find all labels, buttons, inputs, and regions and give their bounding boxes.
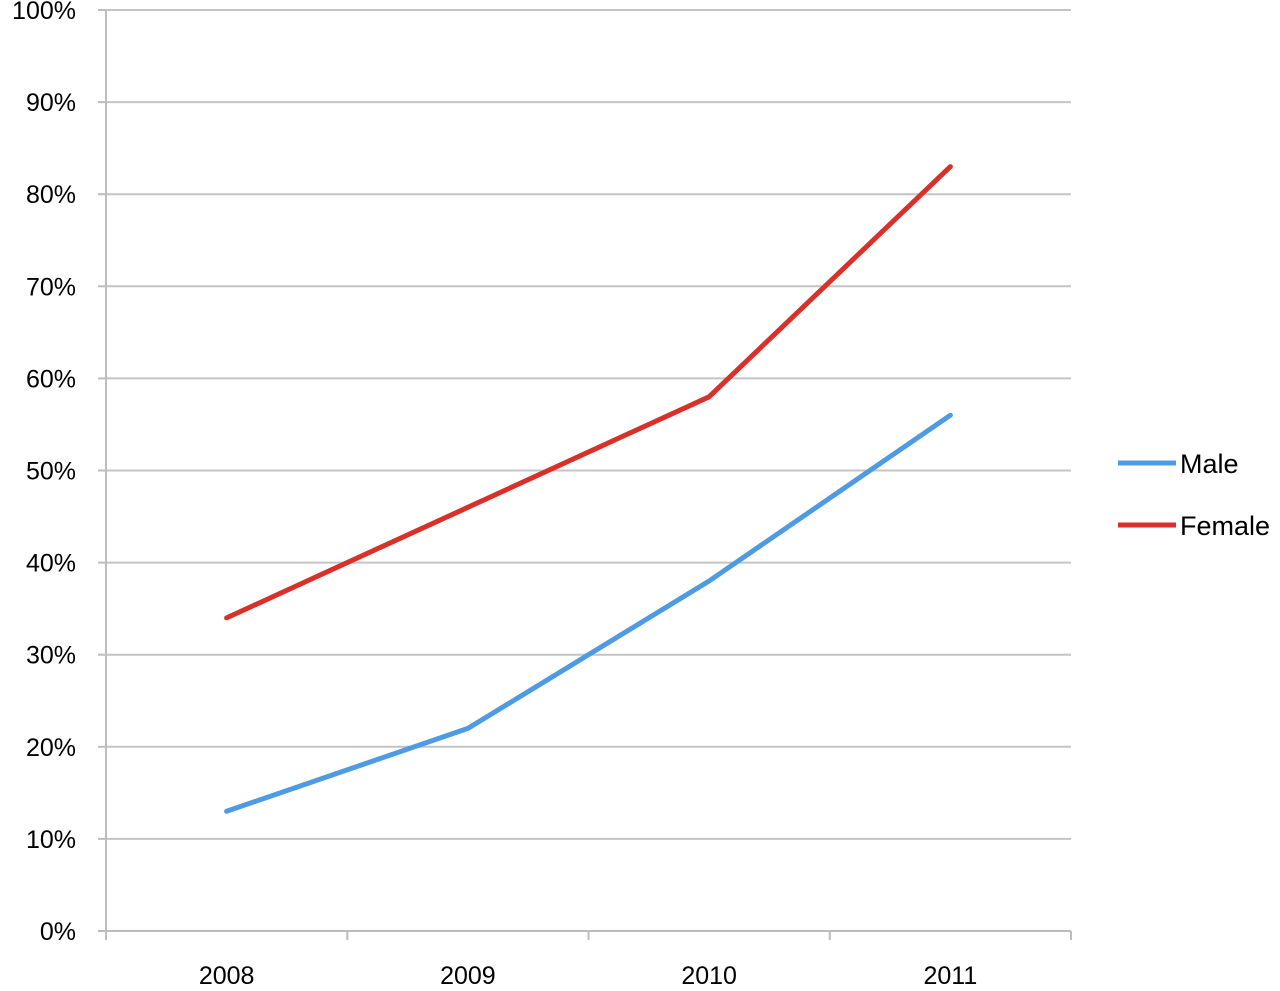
x-tick-label: 2011 bbox=[923, 962, 977, 990]
x-tick-label: 2010 bbox=[681, 962, 737, 990]
legend-label: Male bbox=[1180, 449, 1239, 479]
y-tick-label: 60% bbox=[26, 365, 76, 393]
legend-label: Female bbox=[1180, 511, 1270, 541]
y-tick-label: 100% bbox=[12, 0, 76, 25]
y-tick-label: 10% bbox=[26, 826, 76, 854]
y-tick-label: 70% bbox=[26, 273, 76, 301]
y-tick-label: 30% bbox=[26, 642, 76, 670]
legend: Male Female bbox=[1118, 449, 1270, 541]
gridlines bbox=[106, 9, 1071, 840]
y-tick-label: 50% bbox=[26, 458, 76, 486]
series-line-male bbox=[224, 412, 953, 814]
axes bbox=[98, 9, 1072, 940]
x-tick-labels: 2008 2009 2010 2011 bbox=[199, 962, 977, 990]
y-tick-label: 80% bbox=[26, 181, 76, 209]
legend-item-female: Female bbox=[1118, 511, 1270, 541]
y-tick-label: 90% bbox=[26, 89, 76, 117]
y-tick-label: 20% bbox=[26, 734, 76, 762]
y-tick-label: 0% bbox=[40, 918, 76, 946]
series-line-female bbox=[224, 164, 953, 621]
y-tick-label: 40% bbox=[26, 550, 76, 578]
x-tick-label: 2009 bbox=[440, 962, 496, 990]
y-tick-labels: 0% 10% 20% 30% 40% 50% 60% 70% 80% 90% 100% bbox=[12, 0, 76, 946]
legend-item-male: Male bbox=[1118, 449, 1239, 479]
x-tick-label: 2008 bbox=[199, 962, 255, 990]
series-lines bbox=[224, 164, 953, 814]
